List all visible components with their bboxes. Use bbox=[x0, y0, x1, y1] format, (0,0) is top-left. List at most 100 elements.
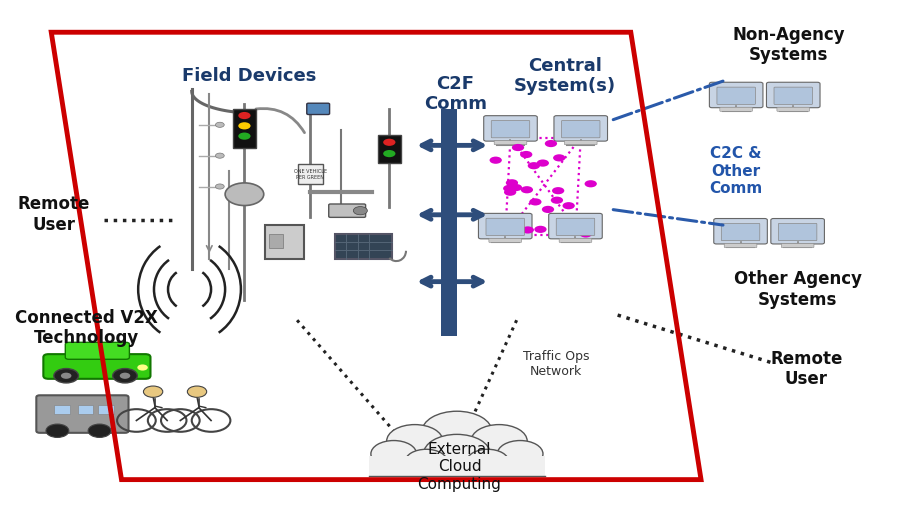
Circle shape bbox=[46, 424, 68, 437]
FancyBboxPatch shape bbox=[36, 396, 129, 433]
Circle shape bbox=[215, 184, 224, 189]
Circle shape bbox=[112, 369, 138, 383]
FancyBboxPatch shape bbox=[778, 223, 817, 240]
FancyBboxPatch shape bbox=[556, 218, 595, 235]
Circle shape bbox=[387, 424, 443, 458]
Text: C2C &
Other
Comm: C2C & Other Comm bbox=[709, 146, 763, 196]
Text: Connected V2X
Technology: Connected V2X Technology bbox=[15, 309, 158, 347]
Text: Traffic Ops
Network: Traffic Ops Network bbox=[523, 350, 590, 378]
Circle shape bbox=[138, 364, 148, 371]
Circle shape bbox=[371, 440, 417, 467]
Circle shape bbox=[562, 202, 575, 209]
Text: Central
System(s): Central System(s) bbox=[514, 56, 616, 95]
Circle shape bbox=[509, 184, 522, 191]
Circle shape bbox=[490, 157, 502, 164]
Circle shape bbox=[61, 373, 71, 379]
Circle shape bbox=[552, 187, 564, 194]
Circle shape bbox=[88, 424, 111, 437]
FancyBboxPatch shape bbox=[328, 204, 365, 217]
Circle shape bbox=[504, 189, 517, 196]
Bar bbox=[54, 404, 69, 414]
Circle shape bbox=[187, 386, 207, 398]
Bar bbox=[378, 135, 400, 163]
FancyBboxPatch shape bbox=[66, 342, 130, 359]
Bar bbox=[335, 234, 392, 258]
Circle shape bbox=[535, 226, 546, 233]
Circle shape bbox=[506, 179, 518, 187]
Text: External
Cloud
Computing: External Cloud Computing bbox=[418, 442, 501, 492]
FancyBboxPatch shape bbox=[494, 141, 526, 145]
Circle shape bbox=[383, 150, 395, 157]
Circle shape bbox=[554, 154, 565, 161]
Circle shape bbox=[521, 186, 533, 193]
FancyBboxPatch shape bbox=[549, 214, 602, 239]
Bar bbox=[441, 110, 457, 336]
Circle shape bbox=[215, 122, 224, 127]
Circle shape bbox=[527, 162, 540, 169]
Text: ONE VEHICLE
PER GREEN: ONE VEHICLE PER GREEN bbox=[293, 169, 327, 179]
Circle shape bbox=[238, 112, 250, 119]
FancyBboxPatch shape bbox=[562, 120, 600, 138]
Bar bbox=[77, 404, 94, 414]
FancyBboxPatch shape bbox=[554, 116, 608, 141]
Bar bbox=[98, 404, 113, 414]
Circle shape bbox=[424, 434, 491, 474]
FancyBboxPatch shape bbox=[486, 218, 525, 235]
FancyBboxPatch shape bbox=[483, 116, 537, 141]
FancyBboxPatch shape bbox=[491, 120, 530, 138]
FancyBboxPatch shape bbox=[307, 103, 329, 115]
Circle shape bbox=[215, 153, 224, 158]
Text: Remote
User: Remote User bbox=[770, 349, 842, 388]
Circle shape bbox=[238, 122, 250, 129]
Bar bbox=[265, 225, 304, 258]
Circle shape bbox=[143, 386, 163, 398]
FancyBboxPatch shape bbox=[489, 238, 522, 242]
Bar bbox=[298, 164, 322, 184]
Circle shape bbox=[471, 424, 527, 458]
FancyBboxPatch shape bbox=[709, 82, 763, 108]
Circle shape bbox=[577, 220, 590, 227]
Circle shape bbox=[466, 449, 508, 474]
Text: Remote
User: Remote User bbox=[18, 195, 90, 234]
Text: Other Agency
Systems: Other Agency Systems bbox=[734, 270, 861, 309]
FancyBboxPatch shape bbox=[720, 107, 752, 111]
Circle shape bbox=[512, 144, 524, 151]
Circle shape bbox=[54, 369, 78, 383]
Circle shape bbox=[544, 140, 557, 147]
FancyBboxPatch shape bbox=[721, 223, 760, 240]
Circle shape bbox=[405, 449, 447, 474]
Bar bbox=[369, 457, 544, 476]
FancyBboxPatch shape bbox=[43, 354, 150, 379]
Text: C2F
Comm: C2F Comm bbox=[424, 74, 487, 113]
FancyBboxPatch shape bbox=[777, 107, 810, 111]
Circle shape bbox=[529, 199, 542, 205]
Circle shape bbox=[542, 206, 554, 213]
FancyBboxPatch shape bbox=[479, 214, 532, 239]
Circle shape bbox=[580, 231, 592, 237]
Text: Field Devices: Field Devices bbox=[182, 67, 316, 85]
FancyBboxPatch shape bbox=[714, 219, 768, 244]
Circle shape bbox=[383, 139, 395, 146]
Text: Non-Agency
Systems: Non-Agency Systems bbox=[733, 26, 845, 65]
Circle shape bbox=[498, 440, 543, 467]
FancyBboxPatch shape bbox=[559, 238, 592, 242]
Bar bbox=[269, 234, 284, 248]
Circle shape bbox=[238, 132, 250, 140]
Circle shape bbox=[225, 183, 264, 206]
Circle shape bbox=[536, 159, 549, 166]
FancyBboxPatch shape bbox=[774, 87, 813, 104]
Circle shape bbox=[422, 411, 492, 452]
Circle shape bbox=[522, 226, 534, 234]
FancyBboxPatch shape bbox=[564, 141, 597, 145]
Circle shape bbox=[120, 373, 130, 379]
FancyBboxPatch shape bbox=[724, 244, 757, 248]
Circle shape bbox=[585, 180, 597, 187]
FancyBboxPatch shape bbox=[717, 87, 755, 104]
Circle shape bbox=[503, 185, 516, 192]
Circle shape bbox=[551, 196, 563, 204]
FancyBboxPatch shape bbox=[770, 219, 824, 244]
Bar bbox=[233, 110, 256, 148]
Circle shape bbox=[520, 151, 533, 158]
FancyBboxPatch shape bbox=[781, 244, 814, 248]
Circle shape bbox=[354, 207, 367, 215]
